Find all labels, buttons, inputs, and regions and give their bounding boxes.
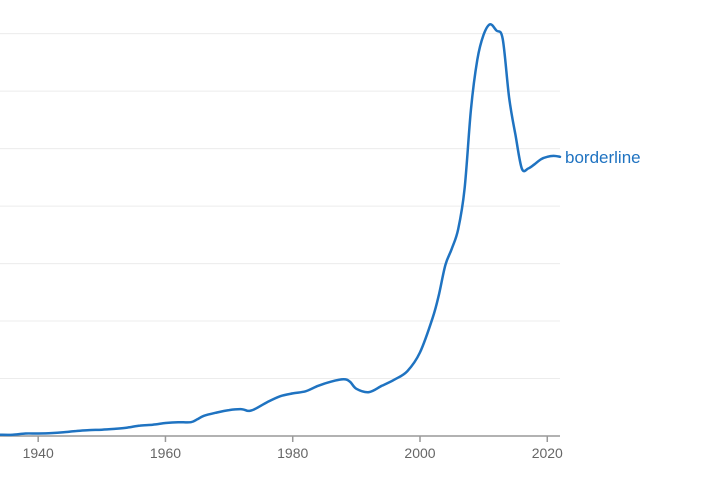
x-tick-label: 2020	[532, 445, 563, 461]
x-tick-label: 1940	[23, 445, 54, 461]
x-axis: 1940 1960 1980 2000 2020	[0, 435, 563, 461]
x-tick-label: 1960	[150, 445, 181, 461]
grid	[0, 33, 560, 380]
x-tick-label: 2000	[404, 445, 435, 461]
series-line-borderline	[0, 23, 562, 437]
x-tick-label: 1980	[277, 445, 308, 461]
series-label: borderline	[565, 148, 641, 167]
series-layer: borderline	[0, 23, 641, 437]
